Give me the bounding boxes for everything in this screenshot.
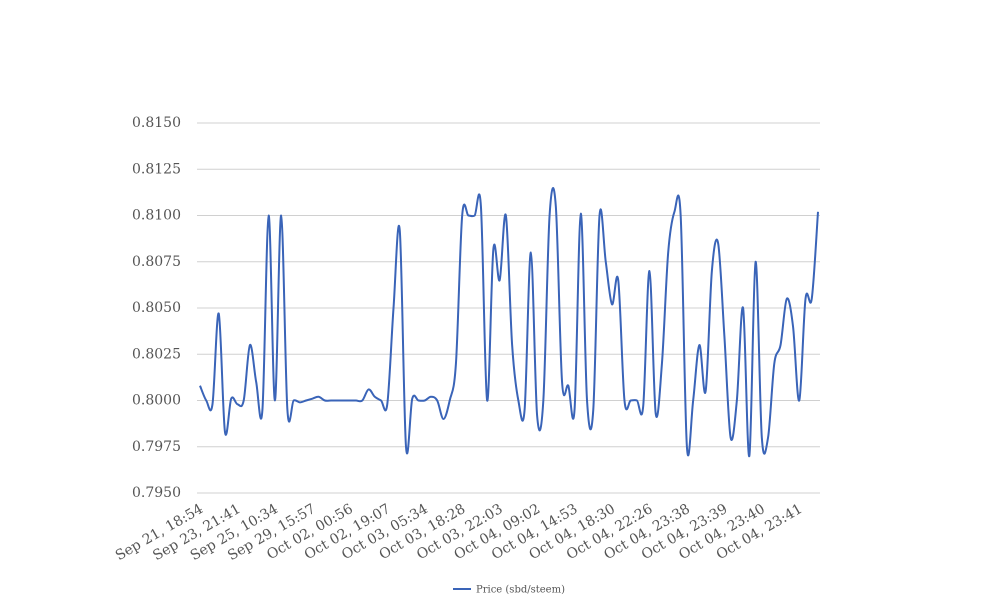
y-tick-label: 0.8150 <box>132 115 181 131</box>
y-tick-label: 0.8100 <box>132 208 181 224</box>
y-tick-label: 0.8025 <box>132 346 181 362</box>
price-line <box>199 187 819 458</box>
y-tick-label: 0.7950 <box>132 485 181 501</box>
y-tick-label: 0.8075 <box>132 254 181 270</box>
y-tick-label: 0.8000 <box>132 393 181 409</box>
y-tick-label: 0.8050 <box>132 300 181 316</box>
y-tick-label: 0.8125 <box>132 161 181 177</box>
legend-label: Price (sbd/steem) <box>476 585 565 596</box>
y-tick-label: 0.7975 <box>132 439 181 455</box>
